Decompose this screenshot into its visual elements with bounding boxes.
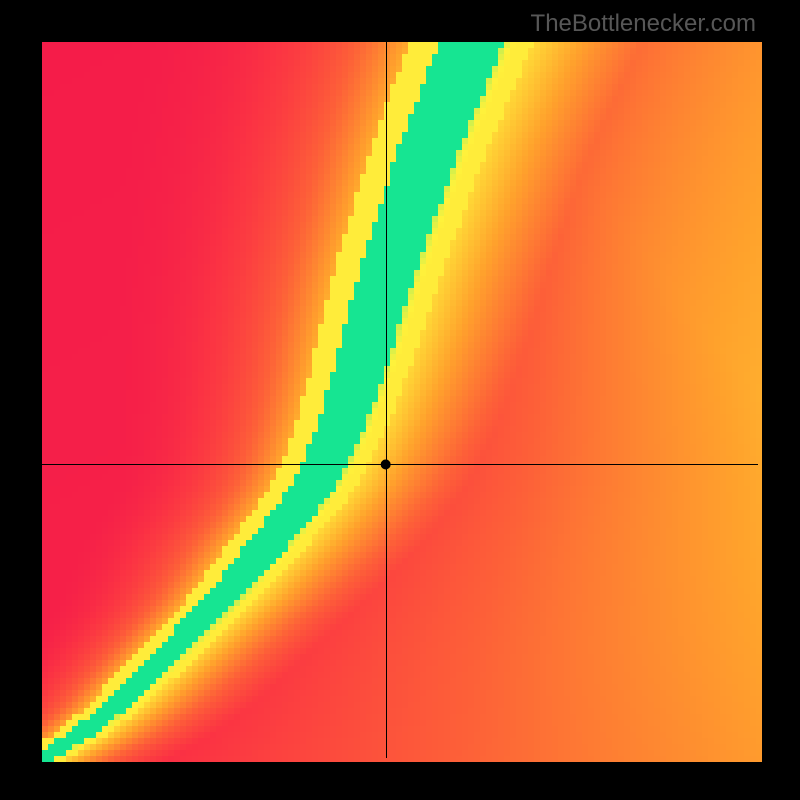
heatmap-canvas (0, 0, 800, 800)
chart-container: TheBottlenecker.com (0, 0, 800, 800)
